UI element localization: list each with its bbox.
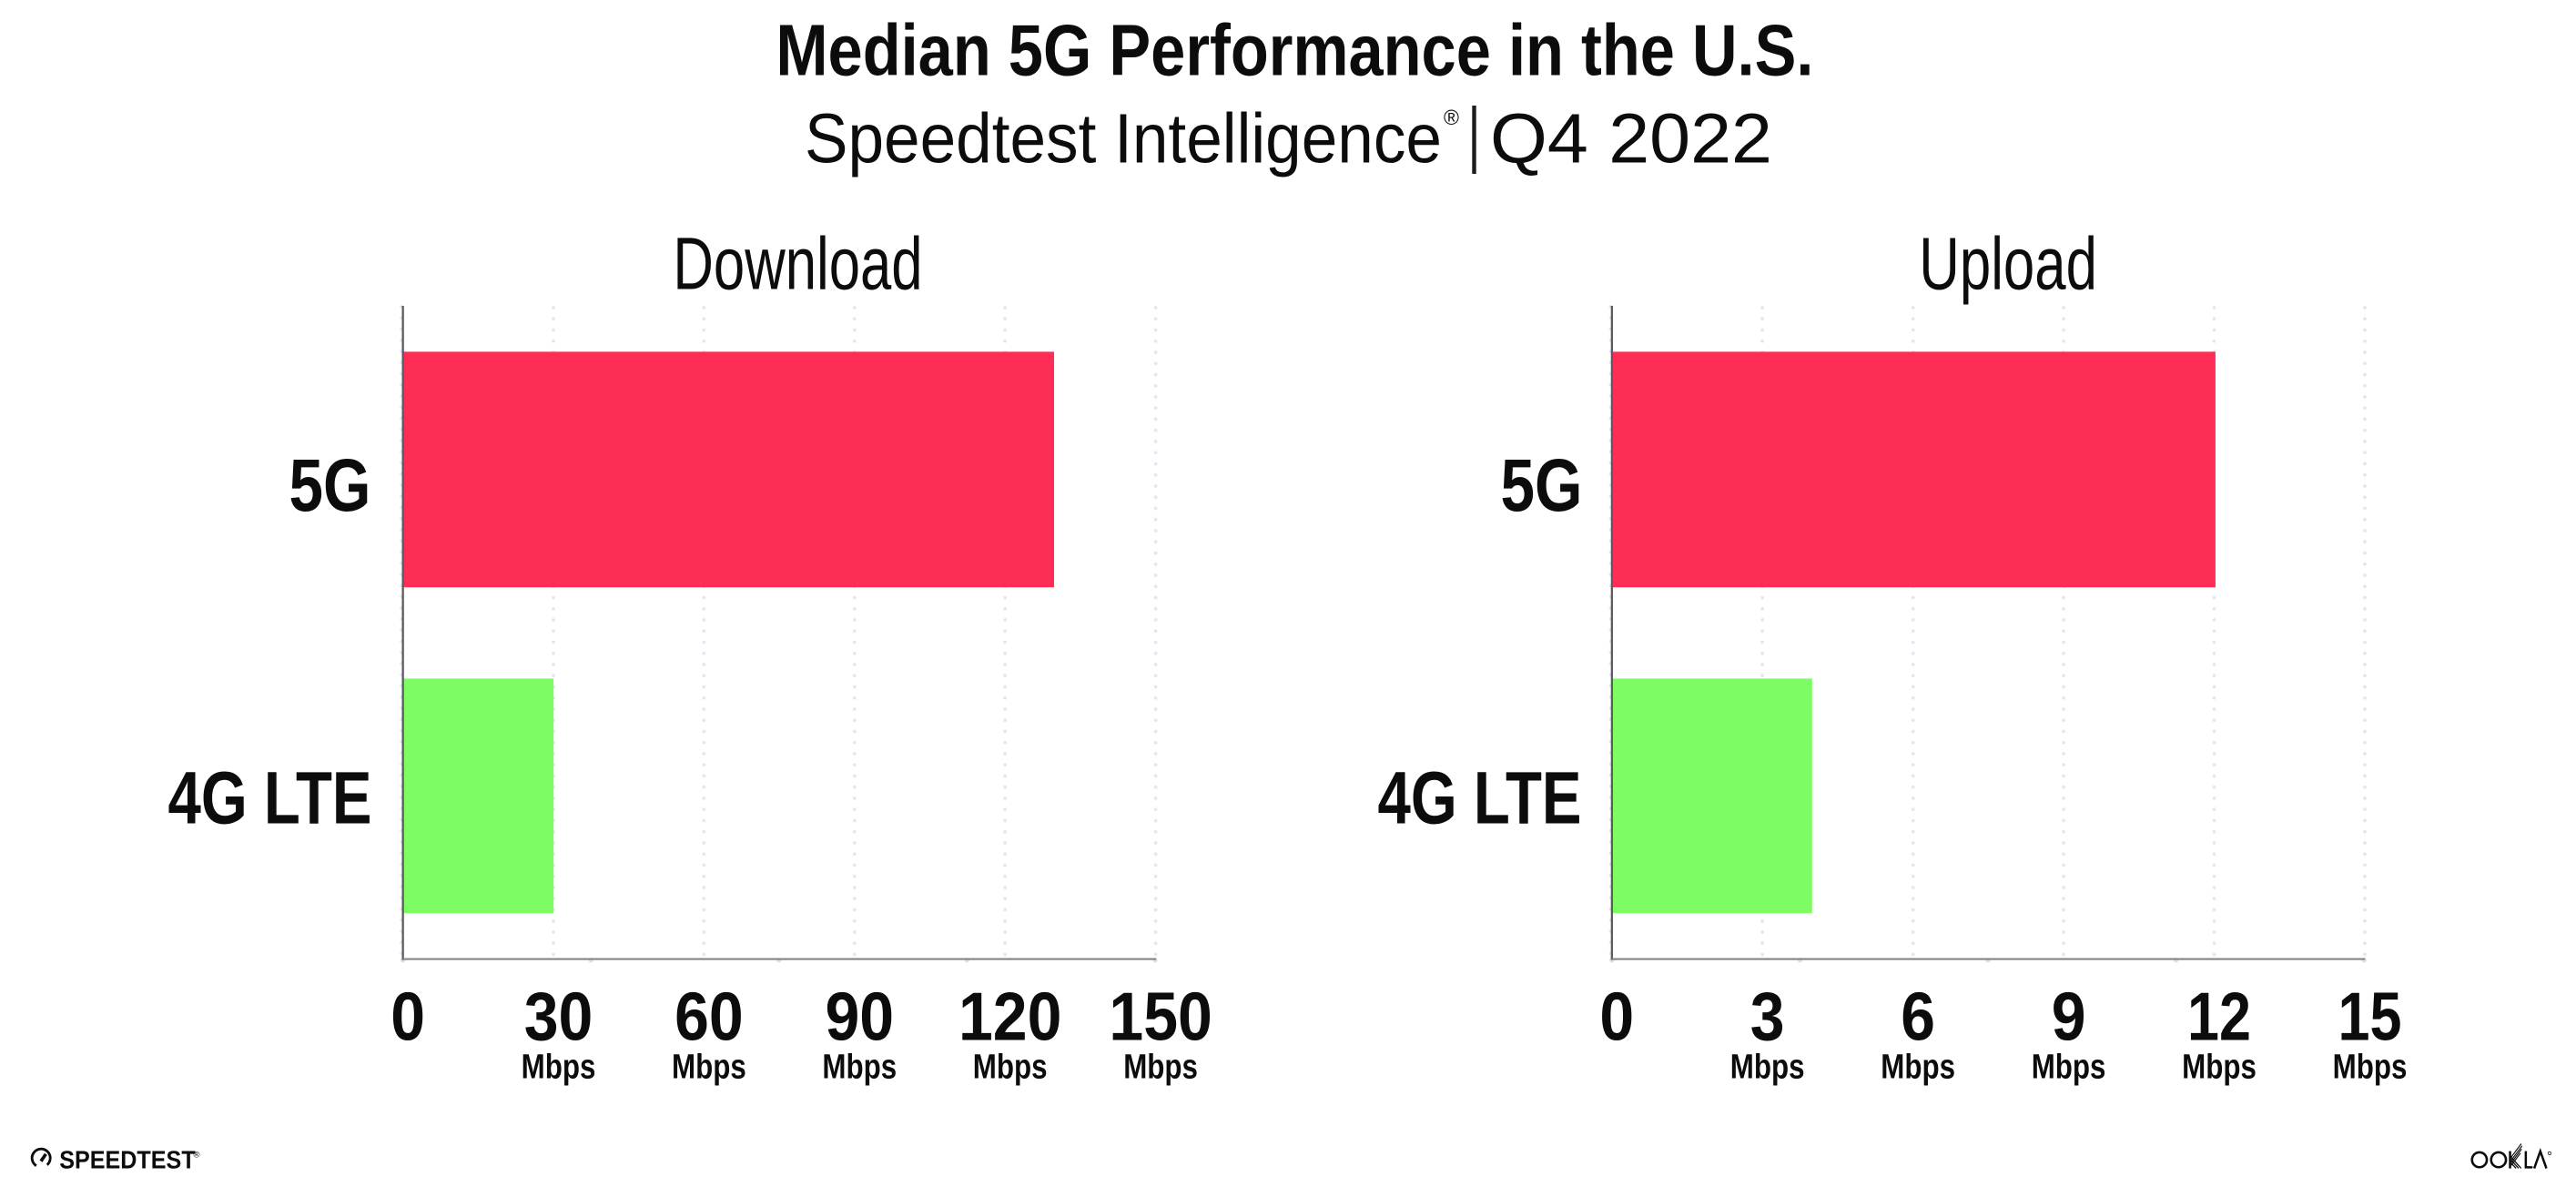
svg-text:Mbps: Mbps: [1123, 1049, 1198, 1087]
svg-text:Mbps: Mbps: [1881, 1049, 1955, 1087]
svg-text:0: 0: [1599, 979, 1634, 1055]
svg-text:®: ®: [194, 1151, 200, 1161]
svg-text:Mbps: Mbps: [822, 1049, 897, 1087]
svg-text:4G LTE: 4G LTE: [1378, 756, 1582, 839]
svg-text:Speedtest Intelligence: Speedtest Intelligence: [805, 100, 1442, 178]
svg-text:5G: 5G: [1501, 444, 1583, 527]
svg-text:Mbps: Mbps: [522, 1049, 596, 1087]
svg-text:Mbps: Mbps: [2182, 1049, 2257, 1087]
svg-text:12: 12: [2187, 979, 2251, 1055]
svg-text:SPEEDTEST: SPEEDTEST: [59, 1146, 196, 1174]
svg-text:Upload: Upload: [1919, 222, 2097, 305]
svg-text:60: 60: [674, 979, 744, 1055]
svg-text:0: 0: [390, 979, 425, 1055]
svg-text:Q4 2022: Q4 2022: [1490, 100, 1772, 178]
svg-text:5G: 5G: [289, 444, 371, 527]
svg-text:Mbps: Mbps: [973, 1049, 1048, 1087]
svg-text:150: 150: [1109, 979, 1212, 1055]
svg-text:15: 15: [2338, 979, 2402, 1055]
svg-text:30: 30: [524, 979, 593, 1055]
svg-text:120: 120: [958, 979, 1061, 1055]
svg-text:90: 90: [826, 979, 895, 1055]
svg-text:Mbps: Mbps: [1730, 1049, 1805, 1087]
svg-text:Mbps: Mbps: [2032, 1049, 2106, 1087]
svg-text:Mbps: Mbps: [672, 1049, 746, 1087]
svg-text:Median 5G Performance in the U: Median 5G Performance in the U.S.: [776, 10, 1813, 91]
svg-text:®: ®: [1444, 106, 1459, 129]
svg-text:4G LTE: 4G LTE: [168, 756, 372, 839]
svg-text:9: 9: [2052, 979, 2086, 1055]
svg-text:Mbps: Mbps: [2333, 1049, 2408, 1087]
svg-text:Download: Download: [673, 222, 922, 305]
svg-text:6: 6: [1901, 979, 1935, 1055]
svg-text:3: 3: [1750, 979, 1785, 1055]
